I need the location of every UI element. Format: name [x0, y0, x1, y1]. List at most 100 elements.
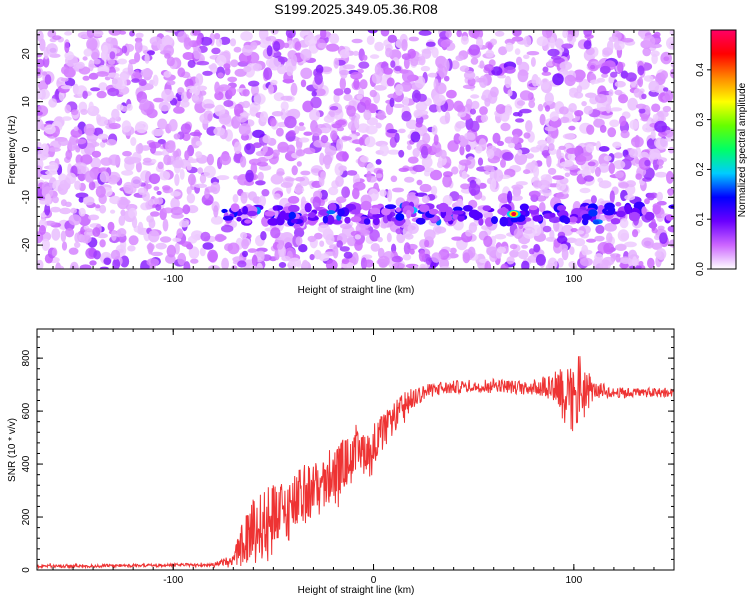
spectrogram-band-cell	[328, 202, 337, 212]
y-tick-label: 600	[21, 402, 32, 419]
spectrogram-cell	[211, 47, 221, 55]
spectrogram-cell	[618, 182, 629, 189]
spectrogram-cell	[552, 175, 565, 180]
spectrogram-cell	[328, 186, 339, 196]
spectrogram-cell	[643, 75, 654, 82]
spectrogram-cell	[99, 204, 107, 214]
spectrogram-cell	[418, 55, 426, 66]
spectrogram-cell	[363, 109, 372, 121]
spectrogram-band-cell	[428, 208, 439, 215]
spectrogram-cell	[421, 156, 433, 168]
spectrogram-cell	[129, 30, 135, 37]
spectrogram-cell	[479, 60, 485, 69]
spectrogram-cell	[570, 228, 578, 233]
spectrogram-cell	[217, 72, 224, 78]
spectrogram-cell	[199, 247, 206, 257]
spectrogram-cell	[90, 87, 101, 92]
spectrogram-cell	[214, 81, 221, 94]
spectrogram-cell	[573, 30, 580, 38]
spectrogram-cell	[37, 149, 49, 161]
spectrogram-cell	[392, 103, 405, 108]
spectrogram-cell	[418, 249, 426, 262]
spectrogram-cell	[121, 45, 128, 54]
spectrogram-cell	[607, 127, 617, 138]
spectrogram-cell	[670, 60, 674, 68]
spectrogram-cell	[419, 263, 427, 269]
spectrogram-cell	[164, 30, 178, 33]
spectrogram-band-cell	[288, 211, 296, 220]
spectrogram-cell	[223, 63, 231, 70]
spectrogram-cell	[533, 165, 540, 178]
spectrogram-cell	[609, 119, 620, 128]
spectrogram-cell	[498, 46, 508, 56]
spectrogram-cell	[298, 244, 308, 253]
spectrogram-cell	[594, 253, 604, 262]
spectrogram-cell	[298, 122, 305, 127]
spectrogram-cell	[506, 256, 515, 265]
spectrogram-cell	[620, 257, 631, 265]
spectrogram-cell	[108, 122, 121, 130]
spectrogram-cell	[88, 181, 96, 191]
spectrogram-cell	[415, 121, 423, 128]
spectrogram-cell	[128, 235, 139, 246]
spectrogram-cell	[318, 253, 330, 262]
spectrogram-cell	[500, 158, 506, 168]
spectrogram-cell	[90, 157, 102, 169]
spectrogram-cell	[481, 225, 489, 231]
spectrogram-cell	[598, 180, 612, 189]
spectrogram-cell	[146, 243, 155, 251]
spectrogram-cell	[163, 154, 172, 166]
spectrogram-cell	[468, 222, 478, 233]
spectrogram-cell	[581, 244, 589, 256]
spectrogram-cell	[135, 121, 149, 134]
spectrogram-cell	[75, 192, 89, 199]
spectrogram-cell	[590, 195, 597, 204]
spectrogram-cell	[477, 157, 484, 166]
spectrogram-cell	[559, 61, 573, 71]
spectrogram-cell	[507, 89, 513, 97]
spectrogram-cell	[297, 125, 306, 131]
spectrogram-cell	[242, 100, 251, 109]
spectrogram-cell	[664, 90, 674, 103]
spectrogram-cell	[394, 84, 404, 96]
spectrogram-cell	[278, 262, 287, 268]
spectrogram-cell	[61, 66, 69, 75]
spectrogram-cell	[539, 113, 546, 126]
spectrogram-cell	[55, 265, 64, 269]
spectrogram-cell	[150, 158, 157, 164]
spectrogram-cell	[188, 246, 200, 259]
colorbar-tick-label: 0.1	[695, 212, 706, 226]
spectrogram-cell	[245, 169, 254, 183]
y-tick-label: 20	[21, 48, 32, 60]
spectrogram-cell	[514, 152, 528, 166]
spectrogram-cell	[480, 195, 486, 201]
spectrogram-cell	[330, 130, 338, 141]
snr-x-axis-label: Height of straight line (km)	[298, 585, 415, 596]
y-tick-label: 800	[21, 349, 32, 366]
spectrogram-band-cell	[264, 211, 276, 217]
spectrogram-cell	[435, 55, 447, 69]
spectrogram-cell	[88, 72, 99, 80]
spectrogram-cell	[662, 105, 672, 113]
spectrogram-cell	[644, 159, 651, 167]
spectrogram-cell	[667, 225, 674, 233]
spectrogram-cell	[216, 175, 230, 181]
spectrogram-cell	[612, 141, 622, 149]
spectrogram-cell	[332, 245, 339, 259]
spectrogram-cell	[358, 61, 370, 69]
spectrogram-band-cell	[444, 214, 453, 222]
spectrogram-cell	[406, 119, 418, 130]
spectrogram-cell	[168, 119, 178, 132]
spectrogram-cell	[659, 232, 668, 244]
spectrogram-cell	[546, 61, 554, 67]
spectrogram-cell	[504, 136, 515, 144]
spectrogram-cell	[532, 179, 542, 189]
spectrogram-cell	[83, 48, 93, 57]
spectrogram-cell	[153, 97, 164, 103]
spectrogram-cell	[252, 129, 265, 138]
x-tick-label: 0	[371, 274, 377, 285]
spectrogram-band-cell	[395, 207, 402, 213]
spectrogram-cell	[37, 141, 42, 148]
spectrogram-cell	[440, 40, 451, 48]
spectrogram-cell	[111, 108, 120, 121]
